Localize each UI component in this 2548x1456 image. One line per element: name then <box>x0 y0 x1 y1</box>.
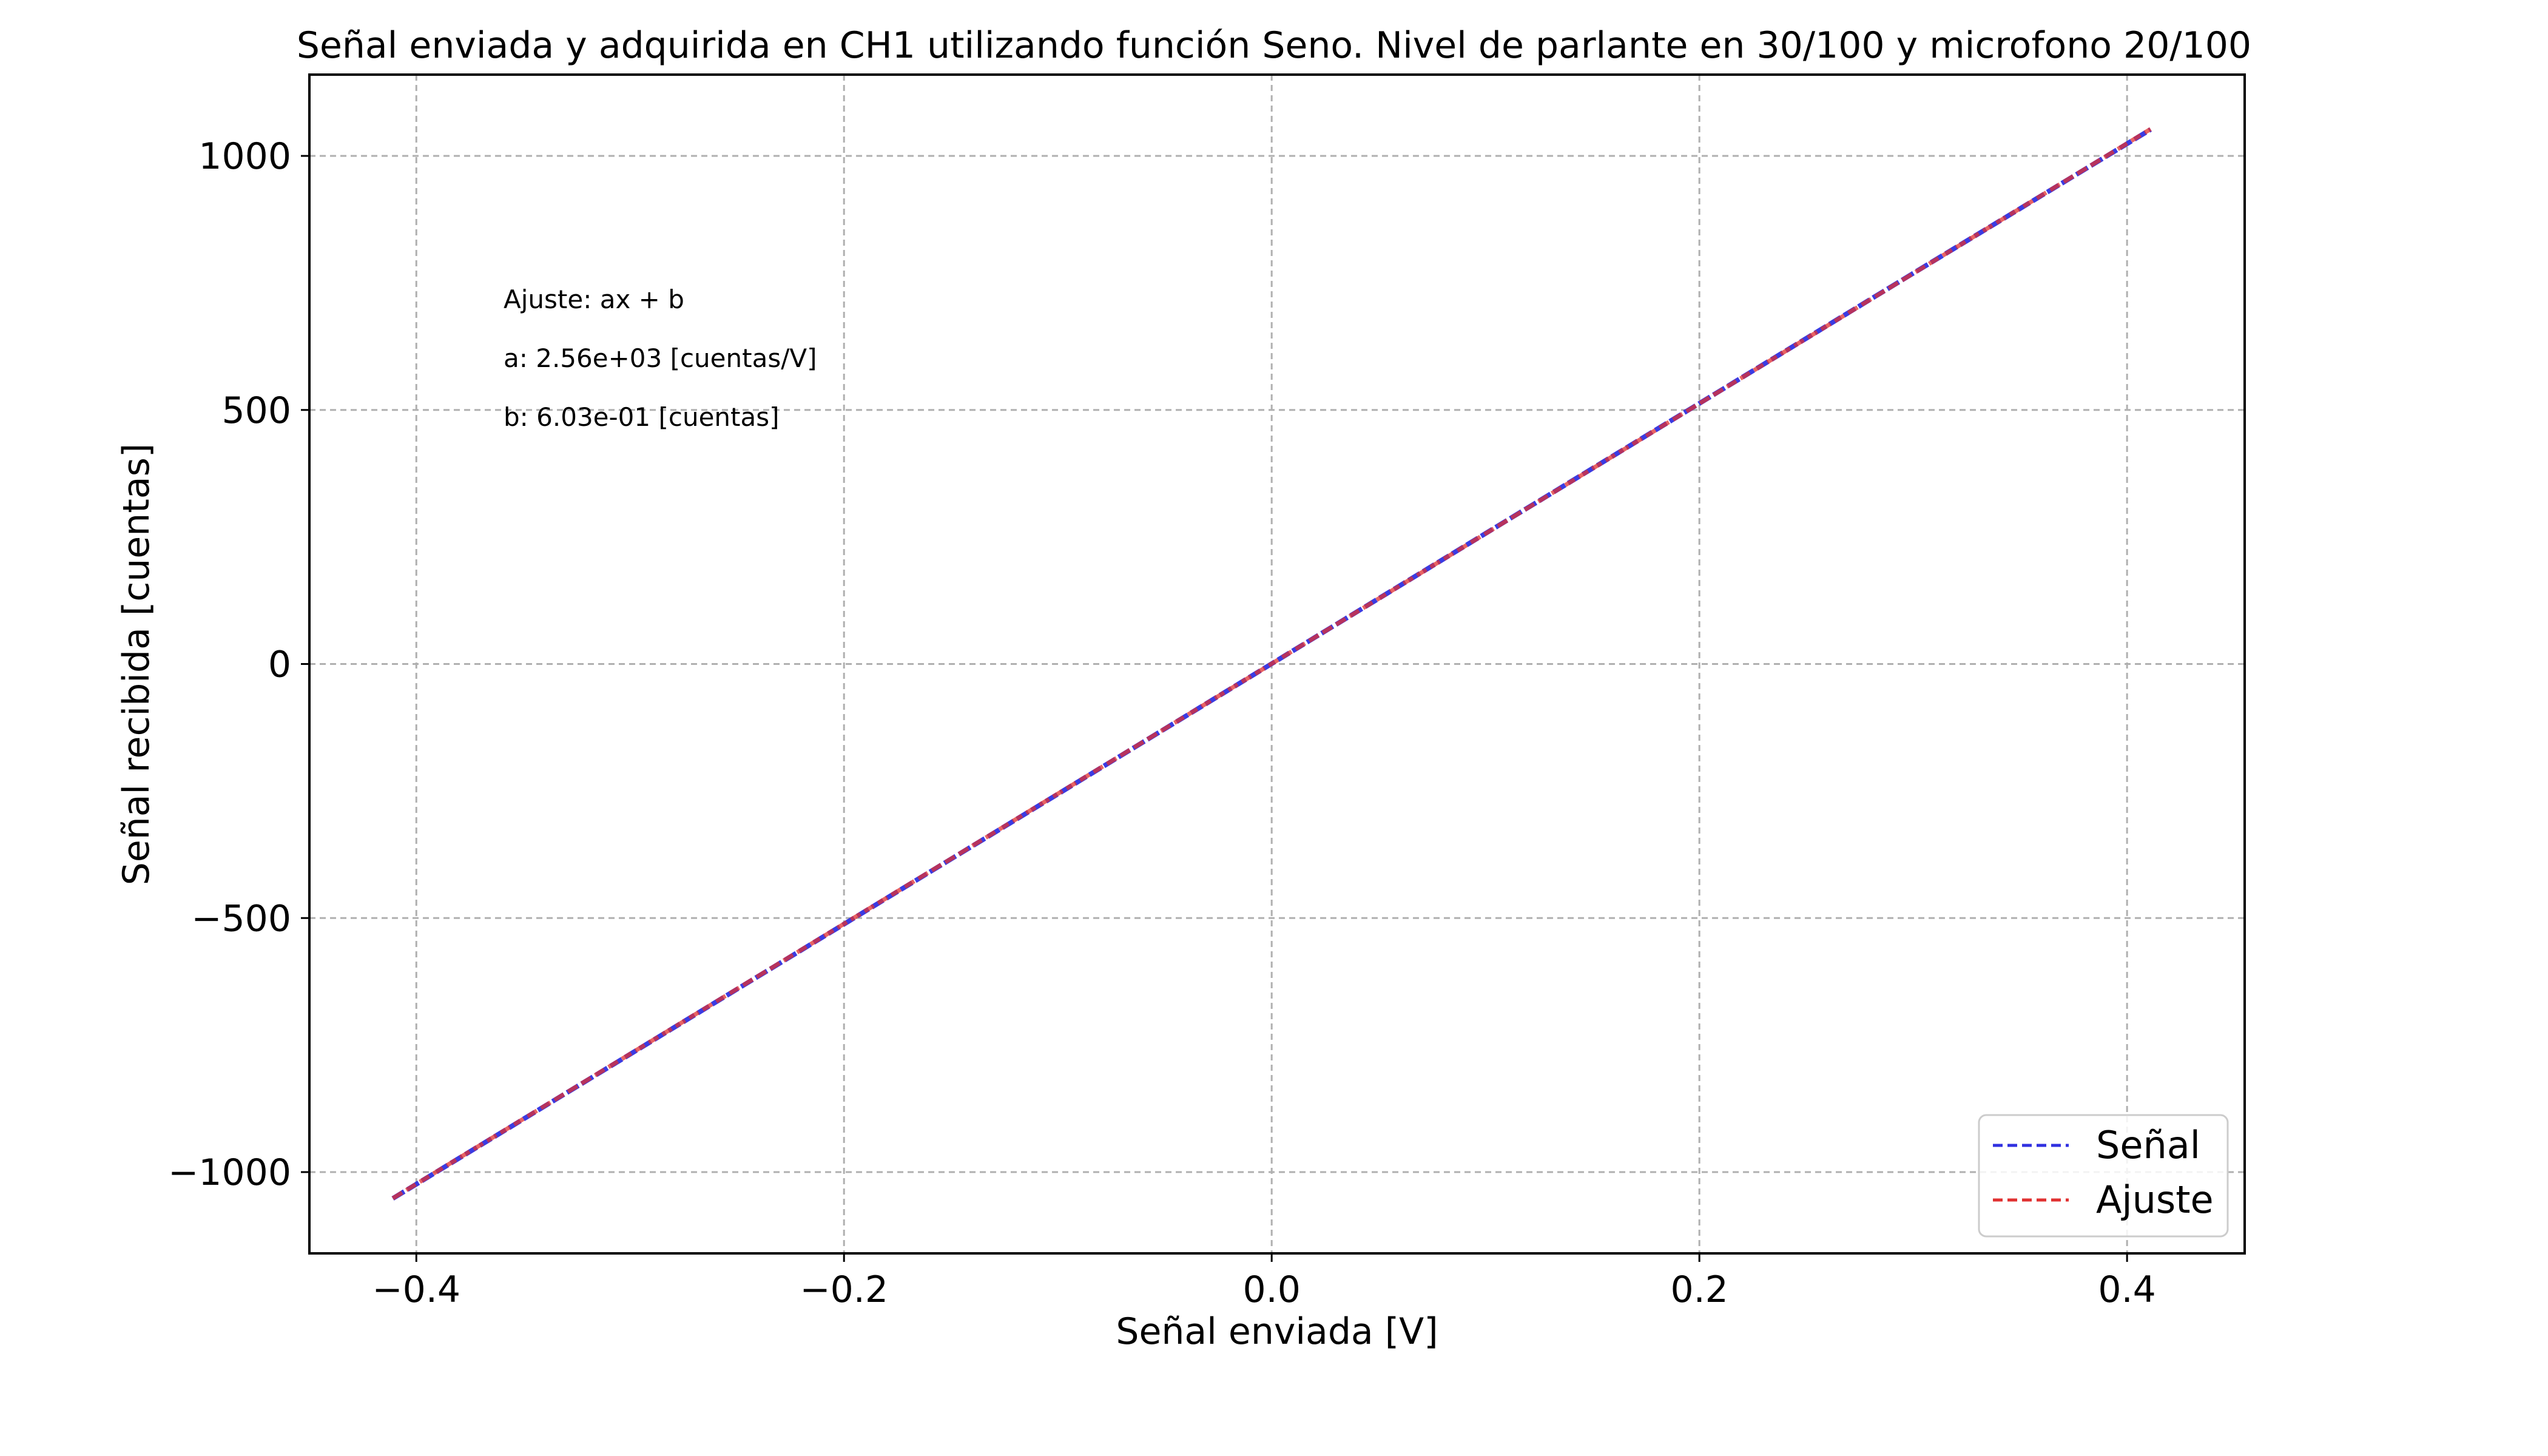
legend-label-ajuste: Ajuste <box>2096 1178 2214 1222</box>
y-tick-label: −500 <box>191 897 291 940</box>
series-line-ajuste <box>391 127 2152 1201</box>
x-tick-label: 0.2 <box>1670 1269 1728 1311</box>
chart-title: Señal enviada y adquirida en CH1 utiliza… <box>297 24 2251 67</box>
plot-area <box>391 127 2152 1201</box>
y-tick-label: 500 <box>221 389 291 432</box>
annotation-line: b: 6.03e-01 [cuentas] <box>504 402 780 432</box>
y-tick-label: −1000 <box>168 1151 291 1194</box>
x-tick-label: −0.2 <box>800 1269 888 1311</box>
y-tick-label: 1000 <box>198 135 291 178</box>
annotation-line: Ajuste: ax + b <box>504 285 684 314</box>
annotation-line: a: 2.56e+03 [cuentas/V] <box>504 343 817 373</box>
y-axis: −1000 −500 0 500 1000 <box>168 135 309 1194</box>
y-tick-label: 0 <box>268 644 291 686</box>
x-axis: −0.4 −0.2 0.0 0.2 0.4 <box>372 1253 2156 1311</box>
legend: Señal Ajuste <box>1978 1114 2229 1238</box>
x-tick-label: 0.0 <box>1242 1269 1300 1311</box>
legend-label-senal: Señal <box>2096 1123 2200 1167</box>
fit-annotation: Ajuste: ax + b a: 2.56e+03 [cuentas/V] b: … <box>504 285 817 432</box>
x-axis-title: Señal enviada [V] <box>1116 1310 1438 1353</box>
y-axis-title: Señal recibida [cuentas] <box>115 443 158 885</box>
x-tick-label: 0.4 <box>2098 1269 2155 1311</box>
grid <box>309 75 2245 1253</box>
x-tick-label: −0.4 <box>372 1269 460 1311</box>
